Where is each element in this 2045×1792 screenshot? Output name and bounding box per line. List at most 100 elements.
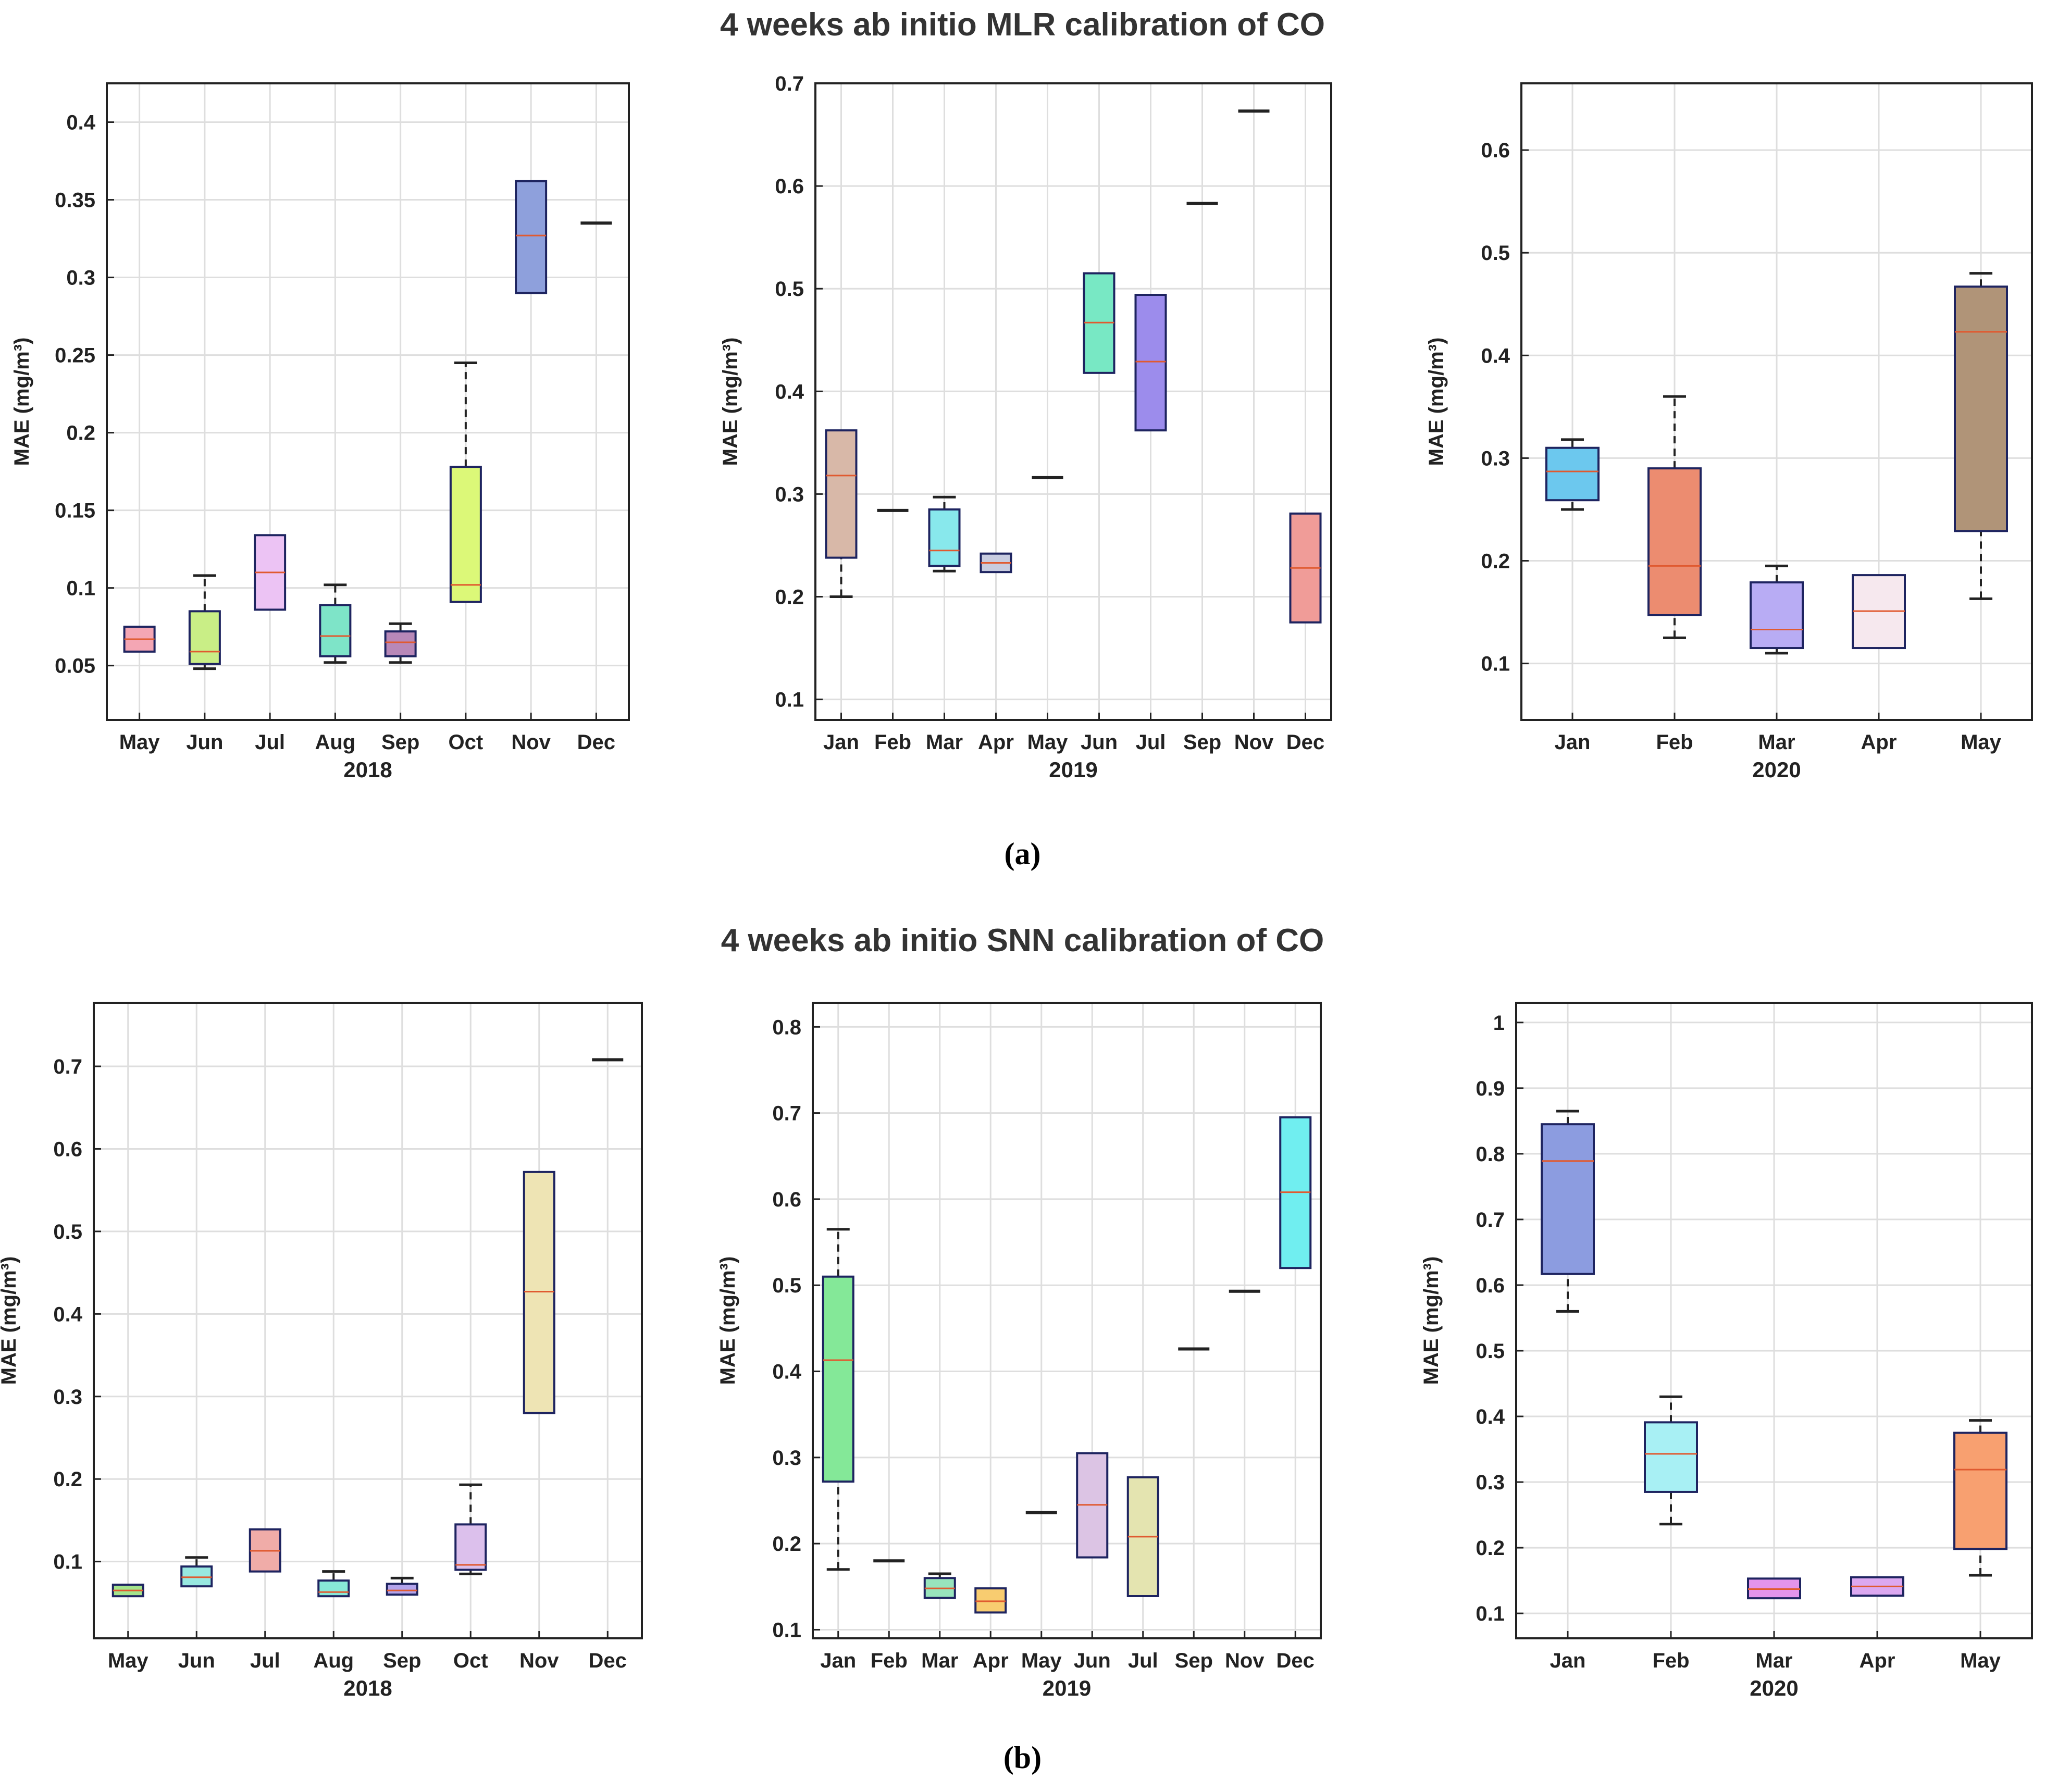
x-tick-label: Dec — [589, 1649, 627, 1672]
y-axis-label: MAE (mg/m³) — [719, 338, 742, 466]
x-tick-label: Feb — [1656, 731, 1693, 754]
chart-b-2020: 0.1 0.2 0.3 0.4 0.5 0.6 0.7 0.8 0.9 1 Jan Feb Mar Apr… — [1420, 1002, 2033, 1700]
x-tick-label: Sep — [381, 731, 419, 754]
x-tick-label: May — [1961, 731, 2002, 754]
box-body — [1953, 1432, 2007, 1550]
box-body — [974, 1587, 1007, 1614]
y-tick-label: 0.1 — [66, 577, 95, 600]
box-feb — [1647, 395, 1702, 639]
box-jul — [1126, 1476, 1159, 1597]
box-body — [449, 466, 482, 603]
figure-title-a: 4 weeks ab initio MLR calibration of CO — [720, 7, 1325, 43]
x-tick-label: Jun — [1081, 731, 1118, 754]
chart-a-2019: 0.1 0.2 0.3 0.4 0.5 0.6 0.7 Jan Feb Mar Apr May Jun J… — [719, 72, 1332, 782]
box-jul — [1134, 294, 1167, 432]
x-tick-label: May — [1021, 1649, 1062, 1672]
x-axis-year-label: 2019 — [1043, 1676, 1091, 1700]
box-may — [123, 626, 156, 653]
box-body — [928, 508, 961, 567]
x-tick-label: Sep — [1175, 1649, 1213, 1672]
y-tick-label: 0.2 — [775, 586, 804, 608]
box-apr — [974, 1587, 1007, 1614]
x-tick-label: Apr — [978, 731, 1014, 754]
plot-area — [815, 83, 1331, 720]
box-apr — [1850, 1576, 1904, 1597]
y-tick-label: 1 — [1493, 1012, 1505, 1035]
plot-area — [94, 1003, 642, 1638]
y-tick-label: 0.9 — [1476, 1077, 1505, 1100]
box-body — [1545, 446, 1600, 502]
x-tick-label: Jun — [186, 731, 223, 754]
y-tick-label: 0.25 — [55, 344, 95, 367]
box-jan — [822, 1228, 854, 1571]
box-body — [515, 180, 548, 294]
y-tick-label: 0.4 — [775, 380, 804, 403]
x-tick-label: Jun — [178, 1649, 215, 1672]
x-tick-label: Dec — [577, 731, 615, 754]
y-tick-label: 0.2 — [1481, 550, 1510, 573]
chart-b-2019: 0.1 0.2 0.3 0.4 0.5 0.6 0.7 0.8 Jan Feb Mar Apr May J… — [716, 1002, 1322, 1700]
x-tick-label: Apr — [1861, 731, 1897, 754]
chart-b-2018: 0.1 0.2 0.3 0.4 0.5 0.6 0.7 May Jun Jul Aug Sep Oct N… — [0, 1002, 643, 1700]
x-tick-label: Feb — [871, 1649, 908, 1672]
x-axis-year-label: 2018 — [343, 757, 392, 782]
box-aug — [317, 1570, 350, 1598]
chart-a-2018: 0.05 0.1 0.15 0.2 0.25 0.3 0.35 0.4 May Jun Jul Aug… — [10, 82, 630, 782]
x-tick-label: Jul — [250, 1649, 280, 1672]
x-tick-label: Nov — [1225, 1649, 1265, 1672]
x-tick-label: Apr — [1860, 1649, 1895, 1672]
x-tick-label: Apr — [973, 1649, 1009, 1672]
y-tick-label: 0.6 — [775, 175, 804, 198]
y-tick-label: 0.3 — [775, 483, 804, 506]
box-body — [1647, 467, 1702, 616]
plot-frame — [1520, 82, 2033, 721]
box-mar — [928, 495, 961, 573]
y-axis-label: MAE (mg/m³) — [10, 338, 33, 466]
x-axis-year-label: 2020 — [1752, 757, 1801, 782]
box-jun — [1083, 272, 1116, 374]
y-tick-label: 0.5 — [1481, 242, 1510, 265]
x-tick-label: May — [1960, 1649, 2001, 1672]
x-tick-label: Mar — [1755, 1649, 1792, 1672]
box-may — [111, 1584, 144, 1598]
box-apr — [1852, 574, 1906, 650]
y-tick-label: 0.3 — [66, 267, 95, 290]
plot-area — [107, 83, 629, 720]
box-dec — [1279, 1116, 1312, 1270]
y-tick-label: 0.1 — [53, 1551, 82, 1574]
y-tick-label: 0.3 — [772, 1447, 801, 1470]
x-tick-label: Jul — [1128, 1649, 1158, 1672]
box-body — [180, 1565, 213, 1588]
box-body — [1134, 294, 1167, 432]
x-tick-label: May — [119, 731, 160, 754]
x-tick-label: Nov — [511, 731, 551, 754]
x-tick-label: Jan — [1555, 731, 1591, 754]
x-tick-label: Nov — [519, 1649, 559, 1672]
box-body — [1954, 285, 2008, 532]
box-jun — [180, 1556, 213, 1588]
y-tick-label: 0.5 — [53, 1221, 82, 1243]
y-tick-label: 0.2 — [66, 422, 95, 445]
x-tick-label: Aug — [315, 731, 355, 754]
box-sep — [384, 622, 417, 664]
chart-a-2020: 0.1 0.2 0.3 0.4 0.5 0.6 Jan Feb Mar Apr May 2020 MAE… — [1425, 82, 2033, 782]
y-tick-label: 0.35 — [55, 189, 95, 212]
y-tick-label: 0.1 — [772, 1619, 801, 1641]
x-tick-label: Oct — [453, 1649, 488, 1672]
y-tick-label: 0.5 — [1476, 1340, 1505, 1363]
box-body — [822, 1275, 854, 1483]
box-sep — [386, 1576, 418, 1596]
box-body — [319, 604, 352, 657]
y-tick-label: 0.5 — [775, 278, 804, 301]
figure-title-b: 4 weeks ab initio SNN calibration of CO — [721, 923, 1324, 959]
y-tick-label: 0.7 — [53, 1055, 82, 1078]
box-body — [454, 1523, 487, 1571]
y-tick-label: 0.05 — [55, 655, 95, 678]
x-tick-label: Jan — [823, 731, 859, 754]
x-tick-label: Sep — [1183, 731, 1221, 754]
y-tick-label: 0.3 — [1476, 1471, 1505, 1494]
y-tick-label: 0.6 — [53, 1138, 82, 1161]
box-nov — [523, 1171, 555, 1414]
x-tick-label: Mar — [1758, 731, 1795, 754]
